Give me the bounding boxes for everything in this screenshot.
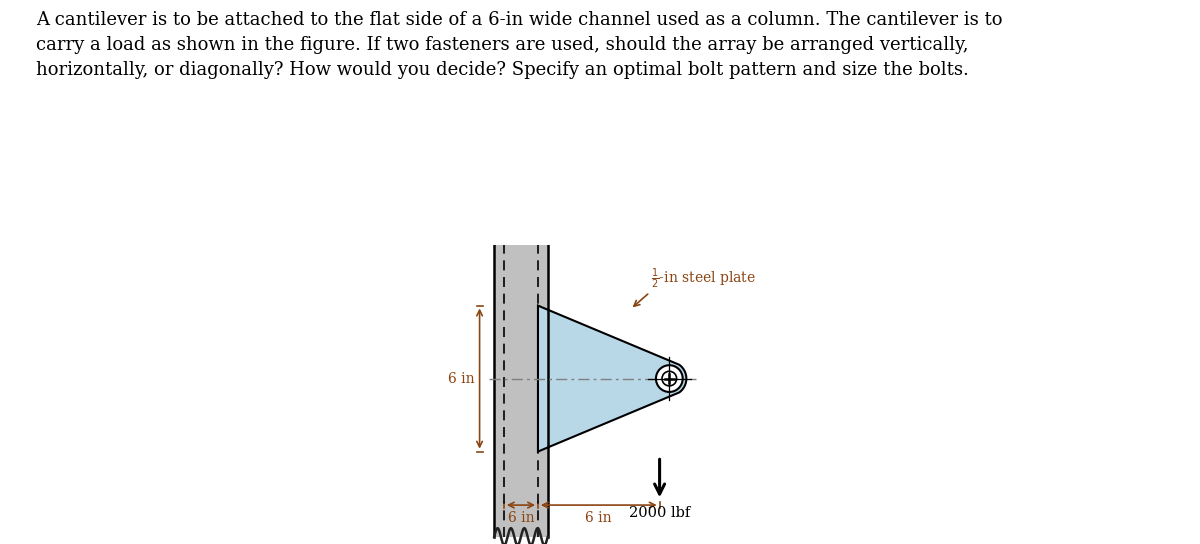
Text: 6 in: 6 in bbox=[586, 511, 612, 525]
Circle shape bbox=[662, 372, 677, 386]
Text: 6 in: 6 in bbox=[448, 372, 475, 386]
Text: A cantilever is to be attached to the flat side of a 6-in wide channel used as a: A cantilever is to be attached to the fl… bbox=[36, 11, 1002, 79]
Text: 2000 lbf: 2000 lbf bbox=[629, 506, 690, 520]
Text: $\frac{1}{2}$-in steel plate: $\frac{1}{2}$-in steel plate bbox=[652, 267, 756, 291]
Text: 6 in: 6 in bbox=[508, 511, 534, 525]
Circle shape bbox=[656, 365, 683, 392]
Polygon shape bbox=[538, 306, 686, 452]
Bar bbox=[494, 220, 547, 537]
